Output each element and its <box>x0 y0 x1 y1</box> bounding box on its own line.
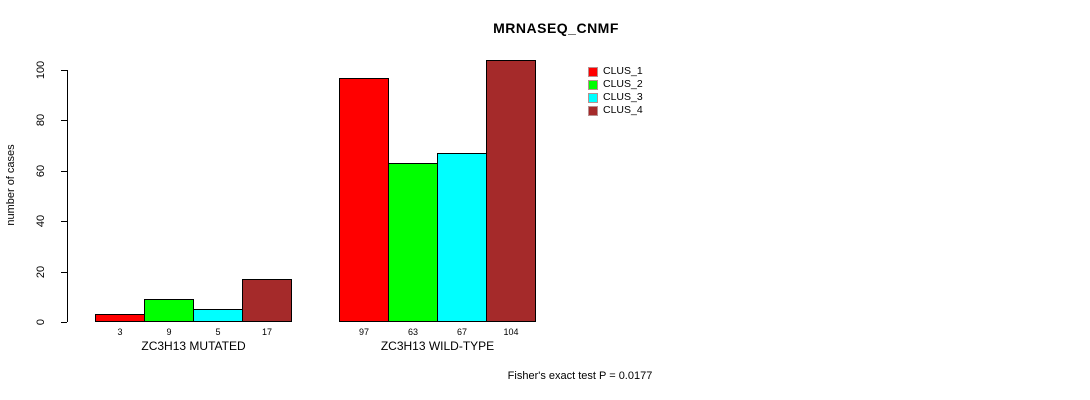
bar-value-label: 9 <box>166 327 172 337</box>
y-tick-label: 60 <box>35 164 47 178</box>
legend-color-swatch <box>588 92 598 103</box>
bar-clus-1-group-0 <box>95 314 145 322</box>
y-tick-mark <box>61 70 67 71</box>
y-axis-line <box>67 70 68 322</box>
y-tick-mark <box>61 272 67 273</box>
bar-clus-3-group-1 <box>437 153 487 322</box>
bar-value-label: 97 <box>358 327 370 337</box>
bar-value-label: 104 <box>503 327 519 337</box>
legend-label: CLUS_2 <box>603 78 643 90</box>
legend-item-clus-4: CLUS_4 <box>588 104 643 117</box>
legend-color-swatch <box>588 105 598 116</box>
bar-value-label: 63 <box>407 327 419 337</box>
legend-label: CLUS_1 <box>603 65 643 77</box>
bar-value-label: 5 <box>215 327 221 337</box>
y-axis-label: number of cases <box>5 144 17 226</box>
y-tick-label: 40 <box>35 214 47 228</box>
y-tick-mark <box>61 171 67 172</box>
legend-color-swatch <box>588 79 598 90</box>
bar-value-label: 17 <box>261 327 273 337</box>
group-label-0: ZC3H13 MUTATED <box>141 339 246 353</box>
legend-color-swatch <box>588 66 598 77</box>
y-tick-label: 80 <box>35 113 47 127</box>
bar-clus-2-group-1 <box>388 163 438 322</box>
y-tick-label: 0 <box>35 318 47 326</box>
y-tick-mark <box>61 221 67 222</box>
y-tick-label: 20 <box>35 265 47 279</box>
legend-label: CLUS_4 <box>603 104 643 116</box>
legend: CLUS_1 CLUS_2 CLUS_3 CLUS_4 <box>588 65 643 117</box>
bar-clus-3-group-0 <box>193 309 243 322</box>
bar-value-label: 3 <box>117 327 123 337</box>
bar-clus-4-group-1 <box>486 60 536 322</box>
y-tick-mark <box>61 120 67 121</box>
y-tick-label: 100 <box>35 60 47 80</box>
bar-value-label: 67 <box>456 327 468 337</box>
legend-item-clus-3: CLUS_3 <box>588 91 643 104</box>
legend-item-clus-2: CLUS_2 <box>588 78 643 91</box>
legend-label: CLUS_3 <box>603 91 643 103</box>
bar-clus-1-group-1 <box>339 78 389 322</box>
statistical-test-annotation: Fisher's exact test P = 0.0177 <box>507 370 653 382</box>
chart-title: MRNASEQ_CNMF <box>493 20 619 36</box>
legend-item-clus-1: CLUS_1 <box>588 65 643 78</box>
y-tick-mark <box>61 322 67 323</box>
group-label-1: ZC3H13 WILD-TYPE <box>380 339 495 353</box>
bar-clus-2-group-0 <box>144 299 194 322</box>
bar-clus-4-group-0 <box>242 279 292 322</box>
